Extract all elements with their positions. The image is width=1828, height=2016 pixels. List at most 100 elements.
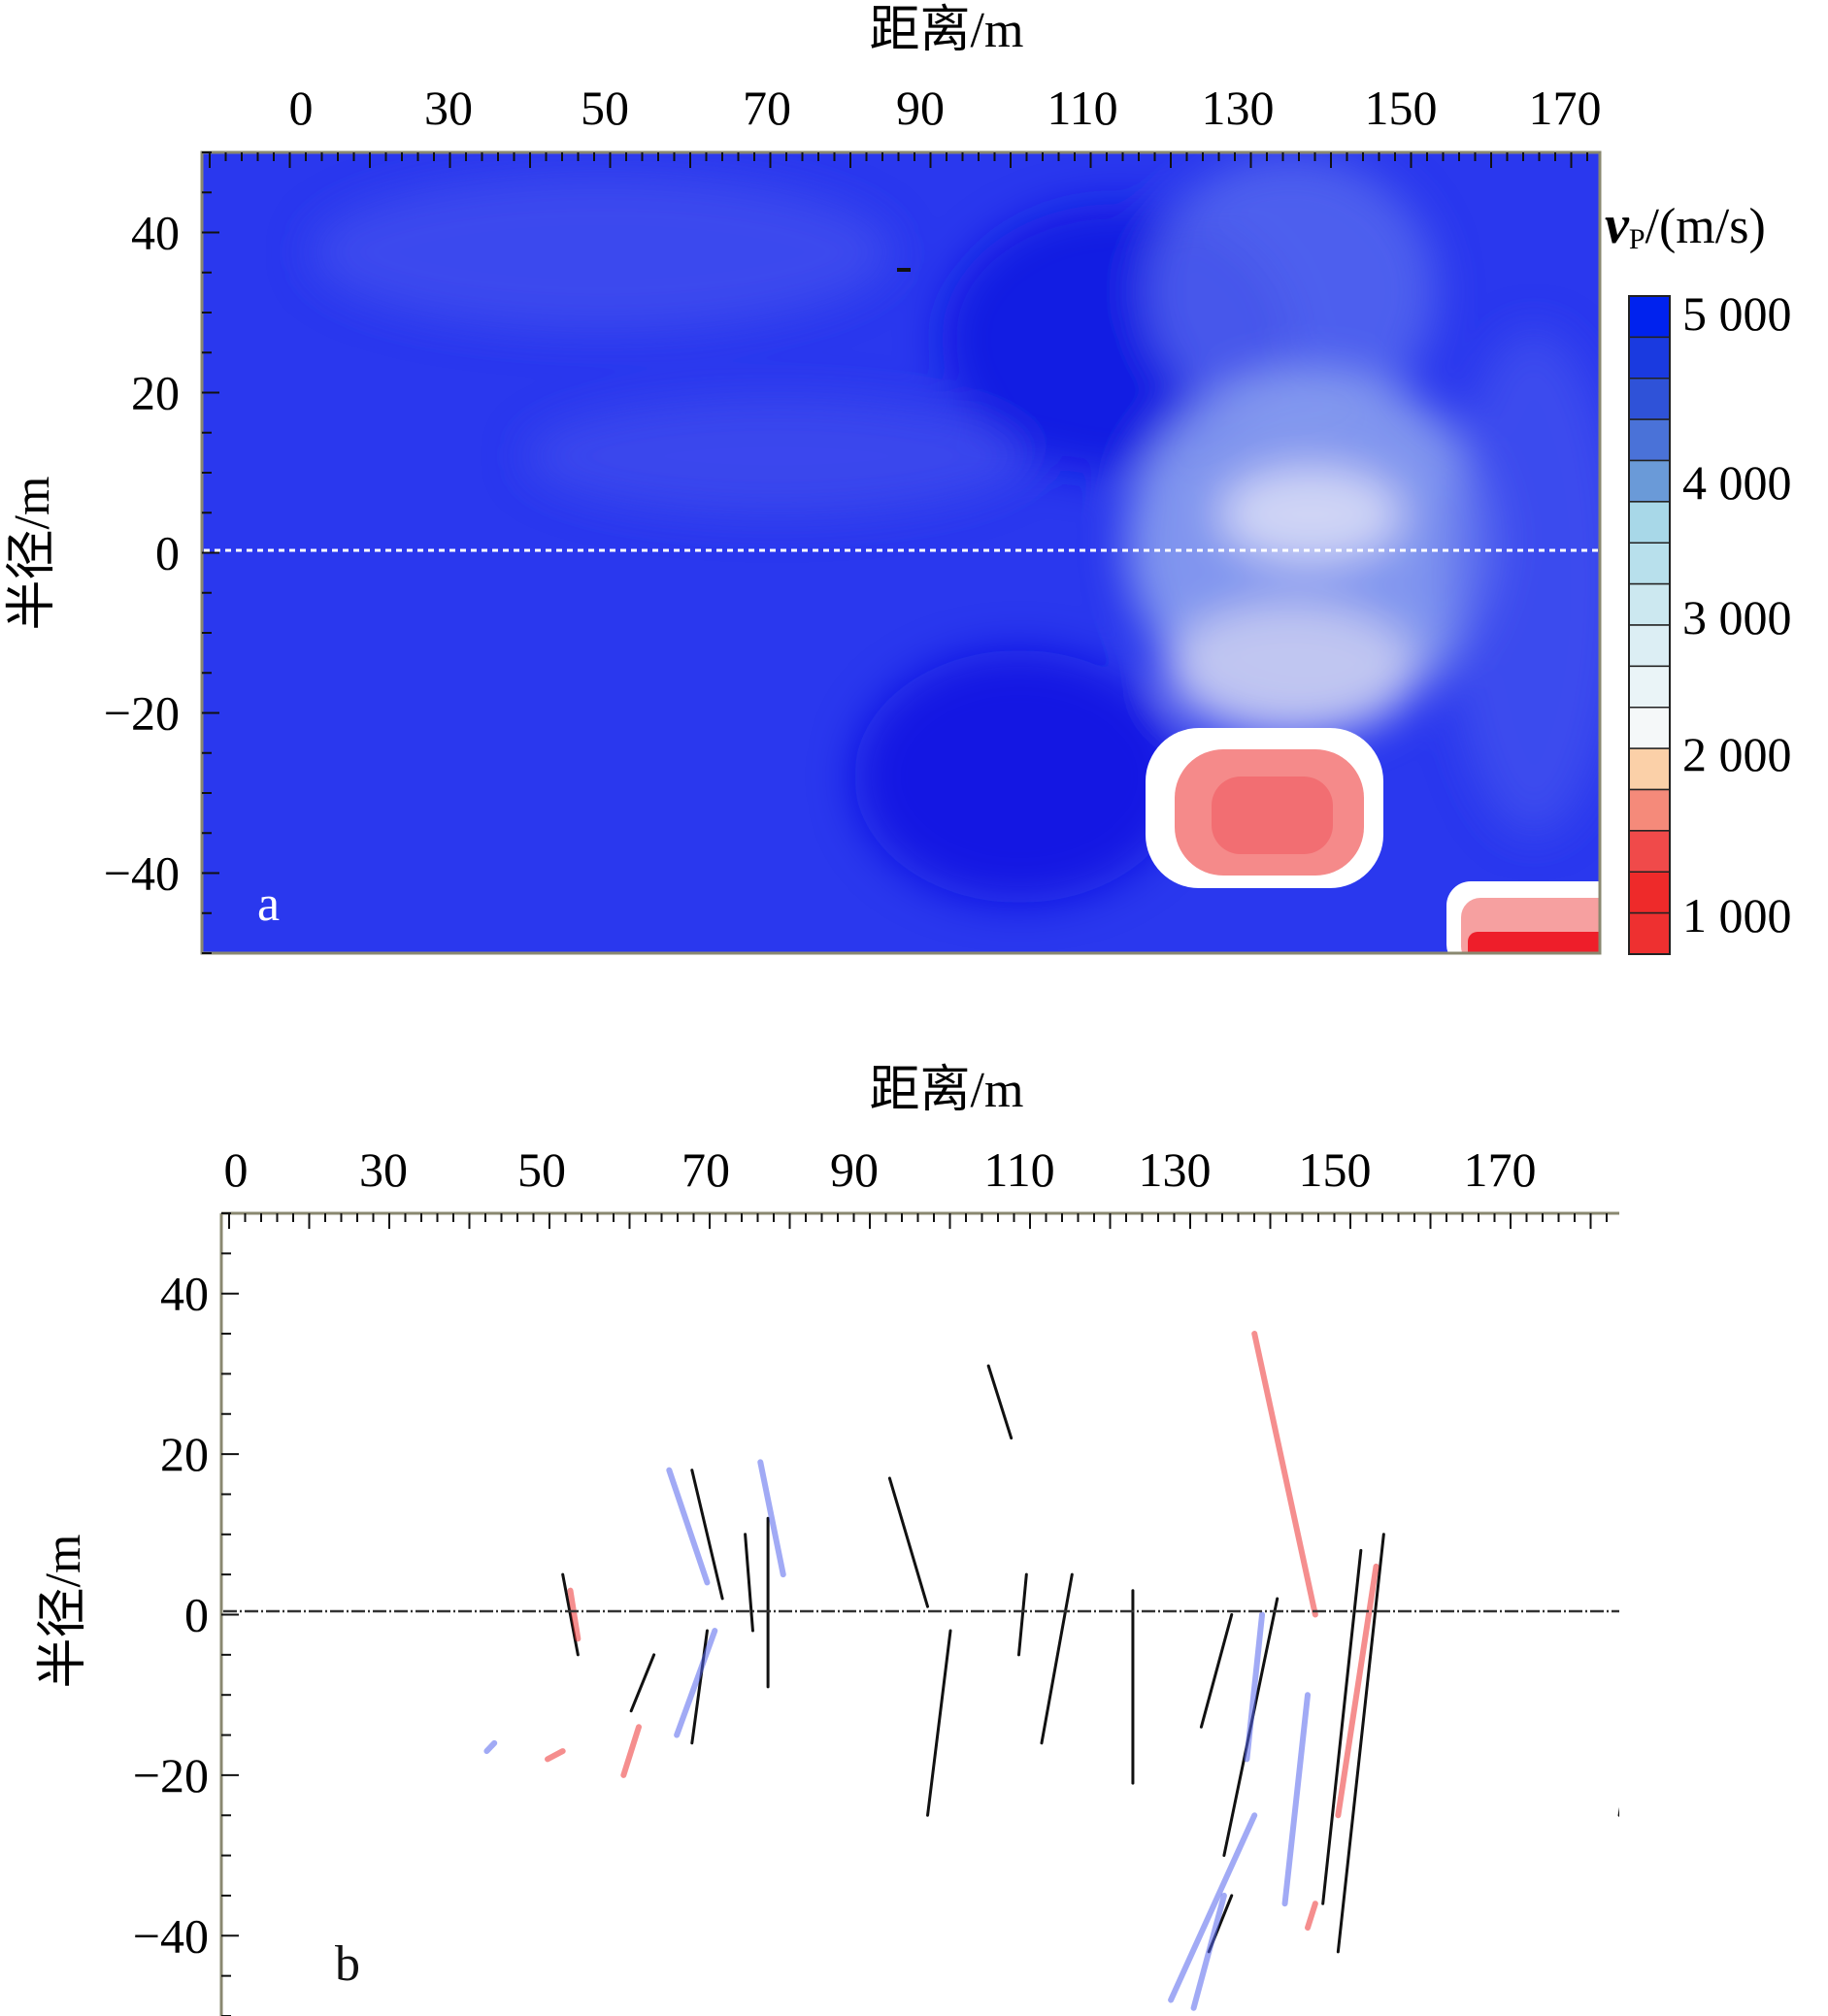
panel-a-plot-area [202, 152, 1600, 953]
black-reflectors-segment [1336, 1533, 1385, 1954]
panel-a-y-tick-label: 40 [131, 206, 180, 260]
black-reflectors-segment [986, 1364, 1014, 1440]
colorbar-level [1628, 336, 1671, 380]
panel-b-y-axis-title: 半径/m [36, 1535, 91, 1689]
panel-b-x-tick-label: 130 [1139, 1142, 1212, 1197]
panel-b-x-tick-label: 70 [681, 1142, 730, 1197]
blue-reflectors-segment [1281, 1692, 1312, 1907]
panel-b-x-tick-label: 90 [830, 1142, 879, 1197]
blue-reflectors-segment [483, 1739, 498, 1755]
black-reflectors-segment [690, 1469, 724, 1601]
colorbar-title-subscript: P [1629, 223, 1645, 255]
blue-reflectors-segment [757, 1459, 786, 1578]
red-reflectors-segment [545, 1748, 566, 1763]
colorbar-level [1628, 542, 1671, 585]
panel-b-y-tick-label: 40 [160, 1267, 209, 1321]
colorbar-level [1628, 707, 1671, 749]
colorbar-tick-label: 1 000 [1682, 888, 1792, 942]
panel-b-y-tick-labels: 40 20 0 −20 −40 [133, 1267, 209, 1964]
panel-b-x-tick-labels: 0 30 50 70 90 110 130 150 170 [224, 1142, 1537, 1197]
black-reflectors-segment [561, 1572, 580, 1657]
panel-a-x-axis-title: 距离/m [870, 3, 1024, 58]
red-reflectors-segment [1251, 1331, 1318, 1618]
panel-b-y-tick-label: −40 [133, 1908, 209, 1963]
red-reflectors-segment [567, 1587, 582, 1642]
colorbar-level [1628, 418, 1671, 462]
panel-a-tick-marks [202, 151, 1588, 954]
colorbar-tick-label: 3 000 [1682, 590, 1792, 644]
panel-a-tick-mark [897, 268, 911, 272]
black-reflectors-segment [744, 1533, 754, 1633]
colorbar-level [1628, 788, 1671, 832]
panel-a-x-tick-label: 30 [424, 81, 473, 135]
panel-a-x-tick-label: 110 [1047, 81, 1117, 135]
panel-b-reflector-map: 距离/m 0 30 50 70 90 110 130 150 170 半径/m 40 20 0 −20… [36, 1063, 1619, 2016]
black-reflectors-segment [1321, 1548, 1363, 1905]
panel-b-y-tick-label: 20 [160, 1427, 209, 1481]
colorbar-level [1628, 747, 1671, 791]
black-reflectors-segment [887, 1476, 930, 1608]
colorbar-level [1628, 624, 1671, 668]
blue-reflectors-segment [1244, 1611, 1266, 1763]
colorbar-level [1628, 582, 1671, 626]
black-reflectors-segment [629, 1653, 656, 1713]
colorbar-level [1628, 871, 1671, 914]
panel-a-x-tick-label: 150 [1365, 81, 1438, 135]
panel-b-plot-area [221, 1213, 1619, 2016]
panel-b-letter: b [335, 1936, 360, 1992]
panel-b-x-tick-label: 150 [1299, 1142, 1372, 1197]
panel-b-x-tick-label: 170 [1464, 1142, 1537, 1197]
black-reflectors-segment [926, 1629, 952, 1817]
black-reflectors-segment [1617, 1806, 1619, 1817]
panel-a-velocity-shading [311, 155, 1600, 903]
colorbar-frame [1628, 295, 1671, 955]
panel-b-tick-marks [221, 1212, 1608, 2016]
panel-b-x-tick-label: 0 [224, 1142, 249, 1197]
panel-a-x-tick-label: 130 [1202, 81, 1275, 135]
panel-b-x-tick-label: 110 [983, 1142, 1054, 1197]
panel-b-x-tick-label: 50 [517, 1142, 566, 1197]
colorbar-level [1628, 911, 1671, 955]
colorbar-level [1628, 459, 1671, 503]
colorbar-level [1628, 501, 1671, 544]
panel-a-letter: a [257, 876, 280, 932]
panel-b-y-tick-label: −20 [133, 1748, 209, 1802]
panel-b-background [221, 1213, 1619, 2016]
colorbar-title: vP/(m/s) [1605, 195, 1766, 255]
colorbar-levels [1628, 295, 1671, 955]
panel-a-x-tick-label: 90 [896, 81, 945, 135]
panel-a-low-velocity-anomaly-core [1212, 777, 1333, 854]
panel-a-x-tick-label: 50 [581, 81, 629, 135]
colorbar-tick-labels: 5 000 4 000 3 000 2 000 1 000 [1682, 286, 1792, 942]
panel-a-x-tick-labels: 0 30 50 70 90 110 130 150 170 [289, 81, 1602, 135]
panel-b-x-tick-label: 30 [359, 1142, 408, 1197]
panel-a-y-axis-title: 半径/m [5, 477, 60, 631]
black-reflectors-segment [1199, 1613, 1234, 1729]
red-reflectors-segment [1305, 1900, 1318, 1932]
colorbar-title-units: /(m/s) [1645, 199, 1766, 254]
blue-reflectors-segment [1168, 1812, 1258, 2003]
panel-a-velocity-map: 距离/m 0 30 50 70 90 110 130 150 170 半径/m 40 20 0 −20… [5, 3, 1792, 955]
panel-a-y-tick-label: −20 [104, 686, 180, 741]
colorbar-title-symbol: v [1605, 195, 1630, 255]
panel-a-y-tick-label: 0 [155, 526, 180, 580]
blue-reflectors-segment [674, 1628, 718, 1738]
black-reflectors-segment [690, 1629, 709, 1745]
blue-reflectors-segment [1190, 1892, 1227, 2011]
panel-a-y-tick-labels: 40 20 0 −20 −40 [104, 206, 180, 901]
colorbar-level [1628, 665, 1671, 709]
colorbar-tick-label: 2 000 [1682, 727, 1792, 781]
panel-a-corner-anomaly [1468, 932, 1600, 953]
colorbar-level [1628, 830, 1671, 873]
panel-a-y-tick-label: −40 [104, 846, 180, 901]
red-reflectors-segment [620, 1724, 642, 1778]
colorbar-tick-label: 5 000 [1682, 286, 1792, 341]
colorbar-level [1628, 295, 1671, 339]
black-reflectors-segment [1016, 1572, 1028, 1657]
panel-a-x-tick-label: 0 [289, 81, 314, 135]
panel-b-x-axis-title: 距离/m [870, 1063, 1024, 1118]
panel-b-reflector-segments [483, 1331, 1619, 2011]
blue-reflectors-segment [666, 1467, 711, 1586]
panel-b-y-tick-label: 0 [184, 1588, 209, 1642]
